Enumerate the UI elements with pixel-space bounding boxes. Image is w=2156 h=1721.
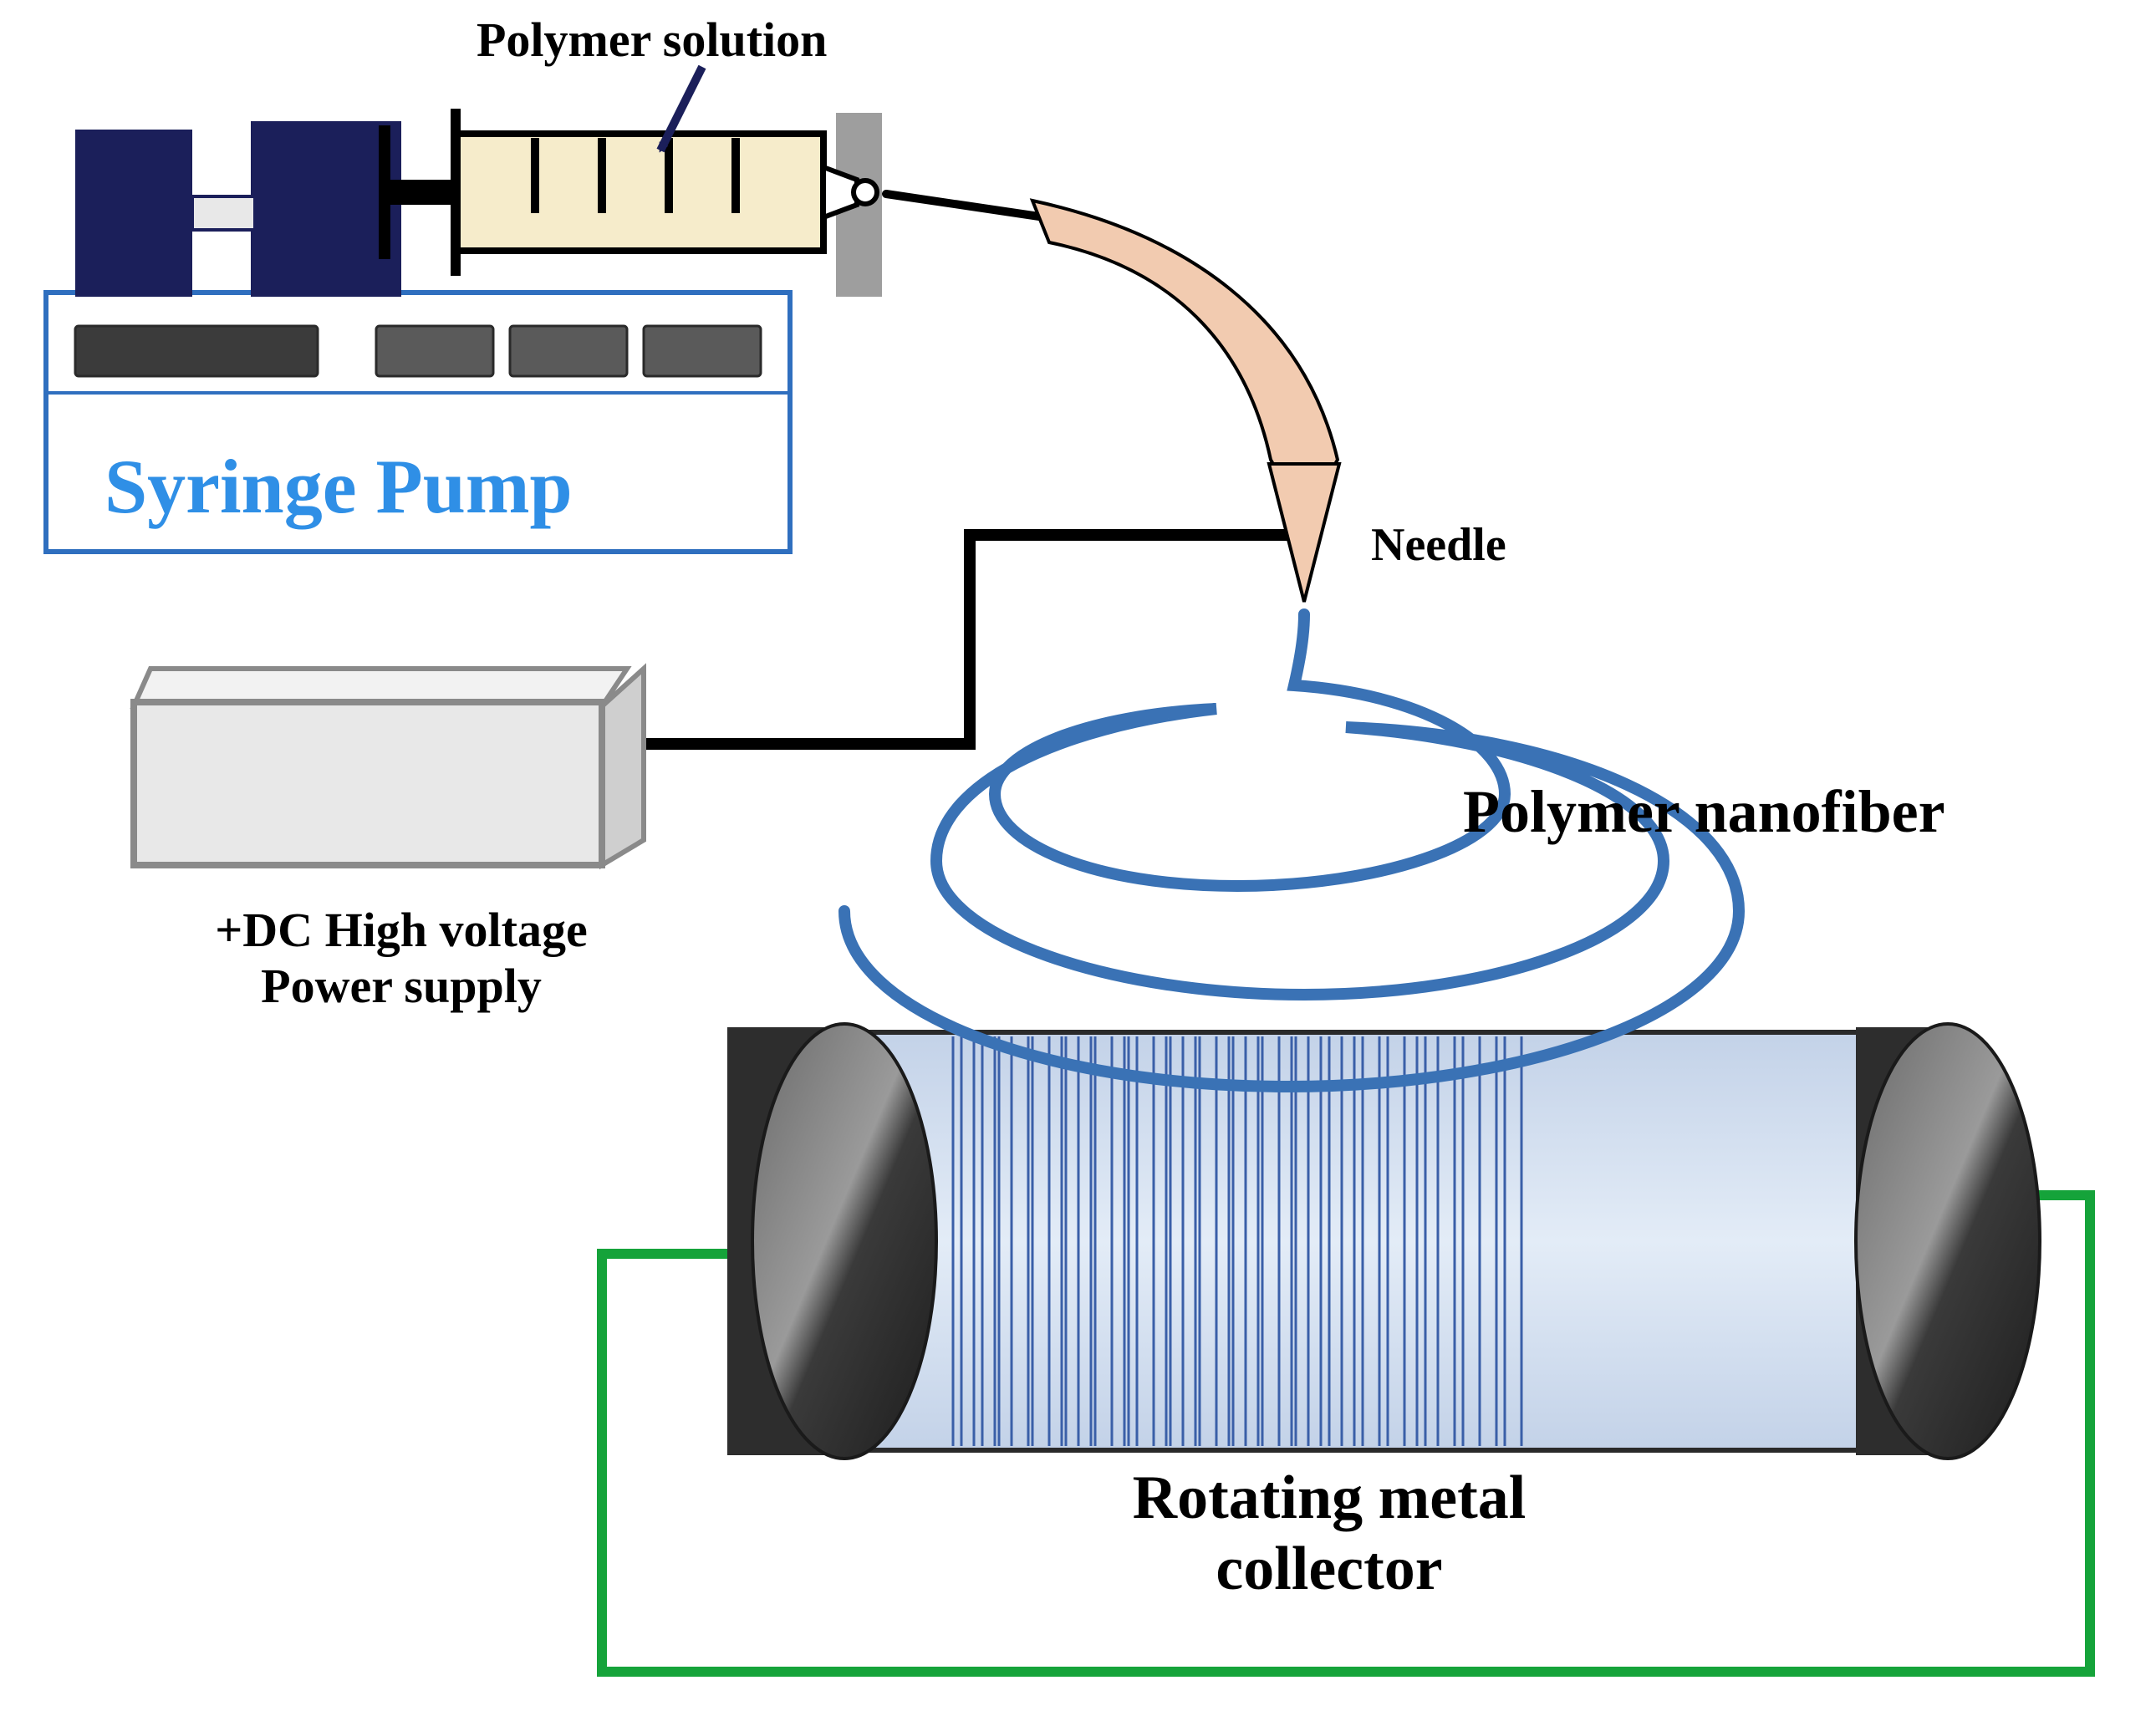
label-power-supply: +DC High voltage Power supply	[142, 903, 660, 1014]
polymer-nanofiber-spiral	[844, 614, 1739, 1087]
rotating-collector	[727, 1024, 2040, 1459]
label-polymer-solution: Polymer solution	[477, 13, 827, 69]
label-syringe-pump: Syringe Pump	[104, 443, 573, 532]
label-nanofiber: Polymer nanofiber	[1463, 777, 1945, 847]
label-collector: Rotating metal collector	[953, 1463, 1705, 1605]
label-needle: Needle	[1371, 518, 1506, 572]
